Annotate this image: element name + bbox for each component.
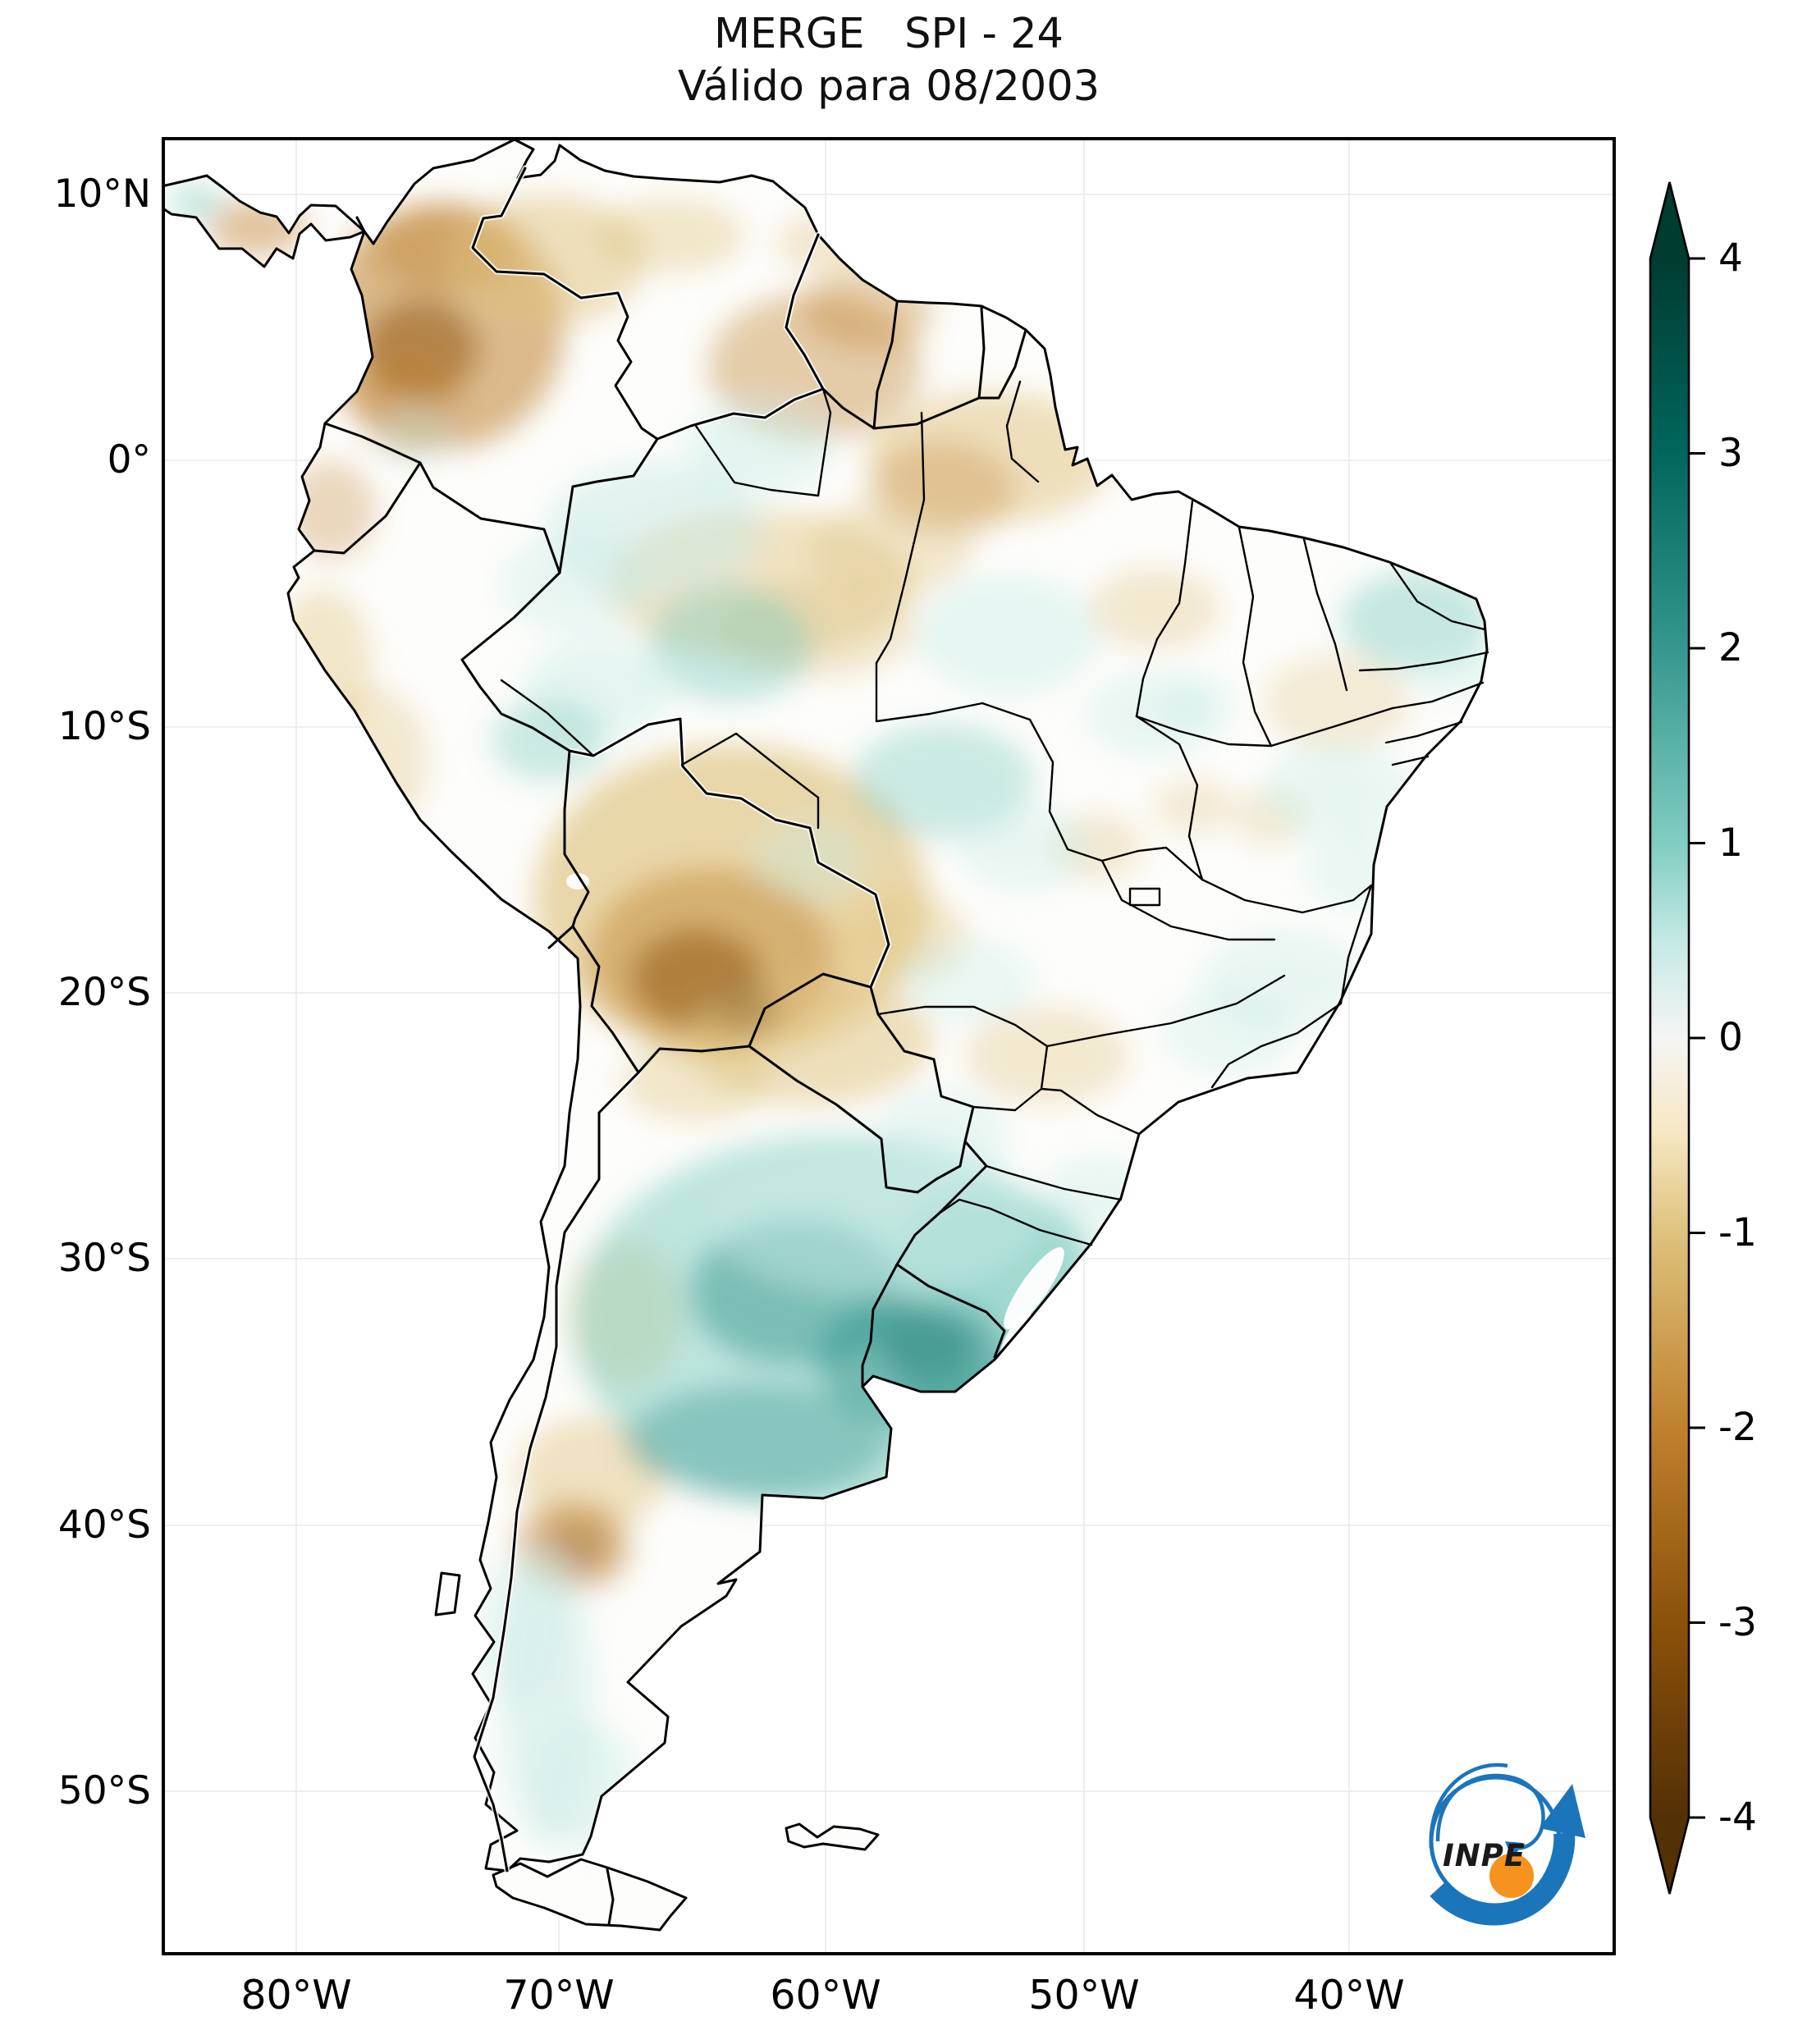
inpe-down-arrowhead	[1505, 1841, 1523, 1859]
map-plot-south-america	[162, 137, 1616, 1955]
inpe-logo-text: INPE	[1443, 1838, 1526, 1873]
inpe-spiral-arc	[1435, 1773, 1545, 1850]
y-tick-30s: 30°S	[57, 1236, 151, 1281]
x-tick-70w: 70°W	[503, 1972, 615, 2019]
state-borders	[500, 380, 1489, 1246]
cbar-label-0: 0	[1718, 1015, 1743, 1060]
colorbar-extend-min	[1650, 1818, 1689, 1894]
cbar-label-4: 4	[1718, 235, 1743, 281]
inpe-swoosh-arrowhead	[1540, 1784, 1585, 1838]
colorbar	[1649, 181, 1705, 1895]
figure-title-block: MERGE SPI - 24 Válido para 08/2003	[162, 8, 1616, 113]
inpe-orange-dot	[1489, 1854, 1534, 1898]
x-tick-50w: 50°W	[1028, 1972, 1140, 2019]
figure-subtitle: Válido para 08/2003	[677, 62, 1100, 111]
cbar-label-n3: -3	[1718, 1599, 1757, 1645]
cbar-label-2: 2	[1718, 625, 1743, 670]
y-tick-40s: 40°S	[57, 1502, 151, 1548]
x-tick-80w: 80°W	[240, 1972, 352, 2019]
x-tick-60w: 60°W	[770, 1972, 881, 2019]
inpe-swoosh-arrow	[1430, 1831, 1576, 1926]
cbar-label-1: 1	[1718, 820, 1743, 866]
coastline	[162, 138, 1489, 1932]
figure-title: MERGE SPI - 24	[714, 10, 1064, 58]
x-tick-40w: 40°W	[1293, 1972, 1405, 2019]
inpe-logo: INPE	[1429, 1763, 1585, 1926]
cbar-label-3: 3	[1718, 430, 1743, 476]
colorbar-ticks	[1689, 257, 1705, 1819]
country-borders	[313, 165, 1027, 1926]
spi-raster-field	[172, 186, 1487, 1852]
colorbar-extend-max	[1650, 182, 1689, 258]
inpe-spiral-outer-arc	[1429, 1763, 1508, 1849]
cbar-label-n1: -1	[1718, 1209, 1757, 1255]
colorbar-gradient	[1650, 258, 1689, 1818]
y-tick-10s: 10°S	[57, 704, 151, 749]
y-tick-10n: 10°N	[53, 171, 151, 217]
y-tick-20s: 20°S	[57, 970, 151, 1015]
cbar-label-n4: -4	[1718, 1795, 1757, 1840]
cbar-label-n2: -2	[1718, 1405, 1757, 1450]
y-tick-50s: 50°S	[57, 1768, 151, 1813]
plot-frame	[162, 137, 1616, 1955]
y-tick-0: 0°	[107, 437, 151, 482]
